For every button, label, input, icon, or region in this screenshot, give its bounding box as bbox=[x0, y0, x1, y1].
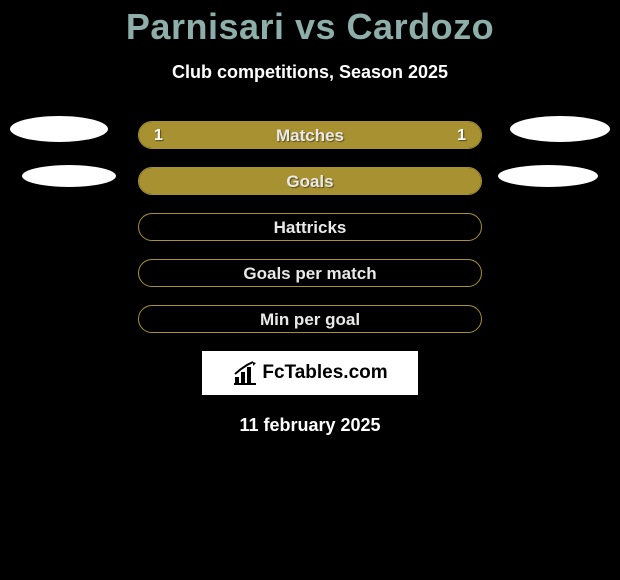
avatar-left bbox=[10, 116, 108, 142]
stat-label: Hattricks bbox=[139, 214, 481, 241]
stat-bar: Min per goal bbox=[138, 305, 482, 333]
stat-label: Min per goal bbox=[139, 306, 481, 333]
date-label: 11 february 2025 bbox=[0, 415, 620, 436]
bar-segment-left bbox=[139, 122, 310, 148]
stat-bar: Goals bbox=[138, 167, 482, 195]
avatar-right bbox=[498, 165, 598, 187]
chart-icon bbox=[232, 360, 258, 386]
stat-bar: Goals per match bbox=[138, 259, 482, 287]
stat-label: Goals per match bbox=[139, 260, 481, 287]
avatar-left bbox=[22, 165, 116, 187]
avatar-right bbox=[510, 116, 610, 142]
page-subtitle: Club competitions, Season 2025 bbox=[0, 62, 620, 83]
stat-row: Goals bbox=[0, 167, 620, 197]
stat-row: Matches11 bbox=[0, 121, 620, 151]
page-title: Parnisari vs Cardozo bbox=[0, 0, 620, 48]
stat-bar: Hattricks bbox=[138, 213, 482, 241]
logo-text: FcTables.com bbox=[262, 362, 387, 384]
bar-segment-left bbox=[139, 168, 481, 194]
stat-row: Min per goal bbox=[0, 305, 620, 335]
bar-segment-right bbox=[310, 122, 481, 148]
stat-row: Goals per match bbox=[0, 259, 620, 289]
logo-card: FcTables.com bbox=[202, 351, 418, 395]
stat-bar: Matches11 bbox=[138, 121, 482, 149]
comparison-rows: Matches11 Goals Hattricks Goals per match Mi… bbox=[0, 121, 620, 335]
stat-row: Hattricks bbox=[0, 213, 620, 243]
